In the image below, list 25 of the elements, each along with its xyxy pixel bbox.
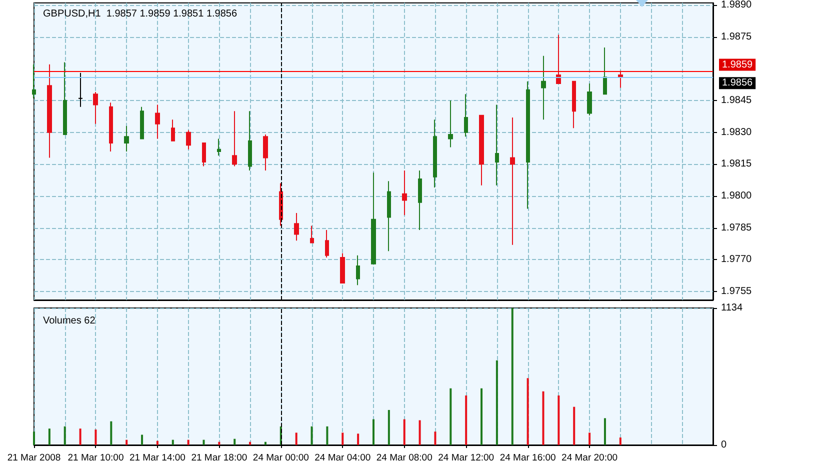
y-tick-label: 1.9800 (721, 190, 752, 202)
y-tick-label: 0 (721, 440, 727, 450)
x-tick-label: 21 Mar 14:00 (129, 452, 186, 464)
y-tick-label: 1.9785 (721, 222, 752, 234)
y-tick-label: 1.9890 (721, 0, 752, 10)
x-tick-label: 24 Mar 20:00 (562, 452, 618, 464)
y-tick-label: 1.9755 (721, 286, 752, 298)
x-tick-label: 24 Mar 00:00 (252, 452, 309, 464)
x-tick-label: 24 Mar 04:00 (314, 452, 371, 464)
y-tick-label: 1.9875 (721, 31, 752, 42)
x-tick-label: 24 Mar 16:00 (500, 452, 556, 464)
x-tick-label: 24 Mar 08:00 (376, 452, 432, 464)
y-tick-label: 1.9830 (721, 126, 752, 138)
y-tick-label: 1.9845 (721, 95, 752, 106)
text: GBPUSD,H1 1.9857 1.9859 1.9851 1.9856 (43, 8, 238, 20)
text: Volumes 62 (43, 316, 96, 326)
y-tick-label: 1.9815 (721, 158, 752, 170)
x-tick-label: 21 Mar 2008 (7, 452, 61, 464)
ref-line-label: 1.9859 (722, 59, 754, 70)
x-tick-label: 21 Mar 18:00 (191, 452, 248, 464)
x-tick-label: 21 Mar 10:00 (68, 452, 124, 464)
x-tick-label: 24 Mar 12:00 (438, 452, 494, 464)
y-tick-label: 1134 (721, 302, 743, 314)
y-tick-label: 1.9770 (721, 254, 752, 266)
ref-line-label: 1.9856 (722, 78, 754, 89)
